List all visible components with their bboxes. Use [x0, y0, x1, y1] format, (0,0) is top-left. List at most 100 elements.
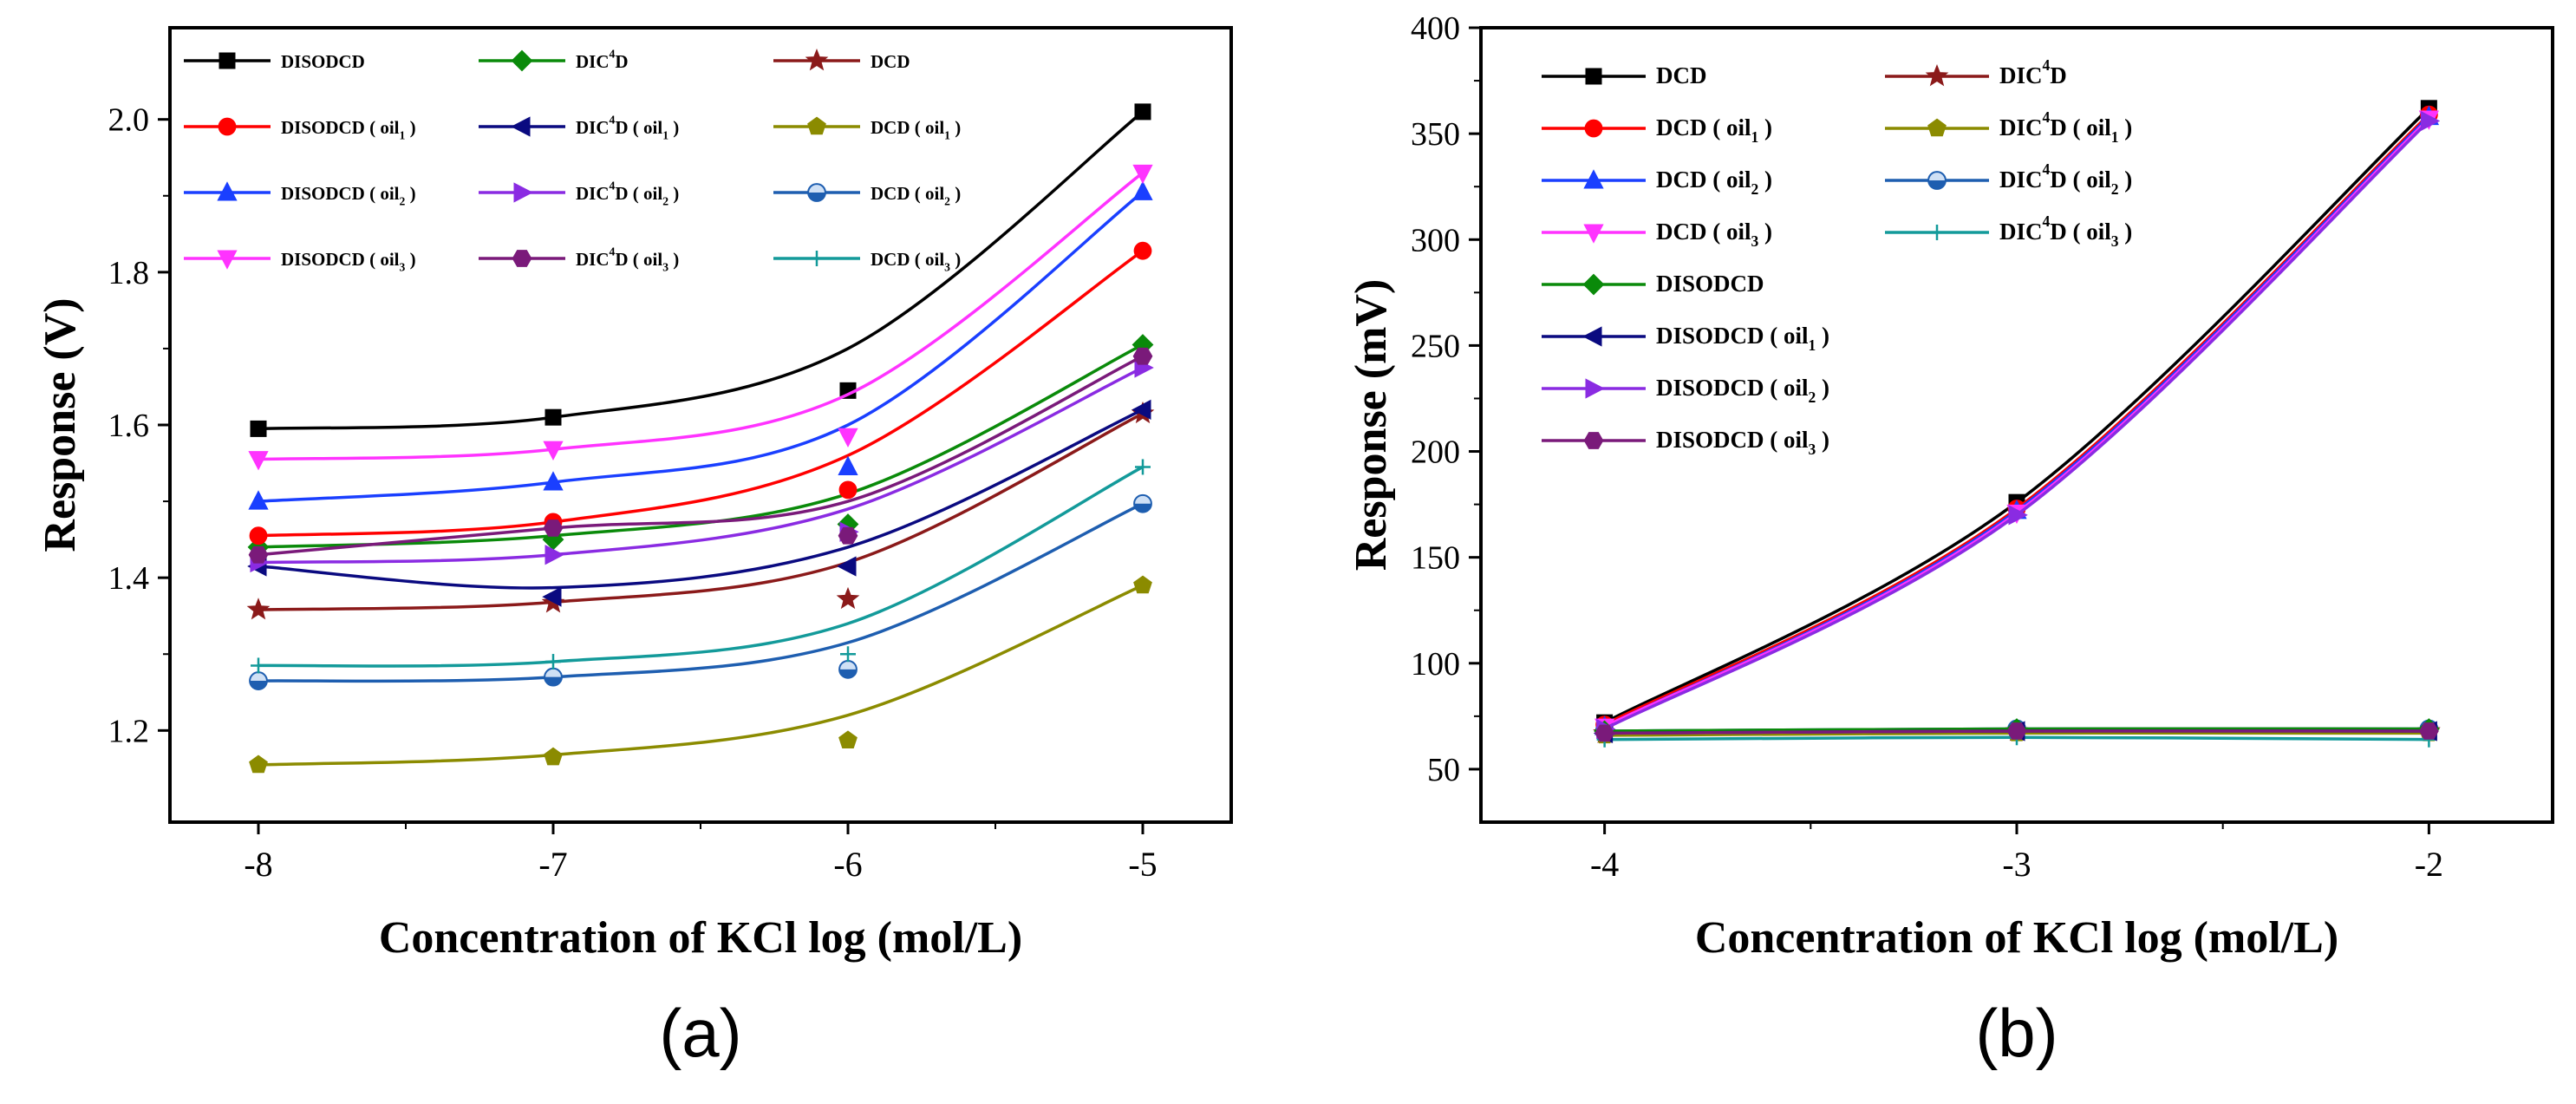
series-a-11: [251, 459, 1151, 674]
data-point-a-9-3: [1132, 164, 1153, 185]
data-point-a-9-1: [543, 441, 564, 461]
data-point-a-11-2: [840, 646, 856, 663]
y-tick-label: 2.0: [108, 102, 150, 139]
legend-entry-b-10: DISODCD ( oil2 ): [1542, 375, 1829, 406]
legend-swatch-marker: [1927, 171, 1947, 190]
series-b-10: [1596, 110, 2441, 740]
series-line-a-2: [258, 412, 1144, 611]
data-point-a-11-1: [545, 654, 561, 670]
series-line-b-0: [1603, 107, 2430, 724]
legend-swatch-marker: [807, 183, 826, 202]
x-tick-label: -2: [2415, 845, 2443, 884]
data-point-a-6-2: [838, 455, 858, 475]
legend-swatch-marker: [513, 182, 533, 203]
panel-label-a: (a): [659, 995, 741, 1071]
series-line-b-6: [1603, 117, 2430, 728]
legend-swatch-marker: [805, 49, 829, 71]
data-point-a-8-2: [838, 659, 858, 679]
legend-label: DIC4D: [1999, 56, 2067, 88]
data-point-b-10-1: [2008, 505, 2028, 526]
x-tick-label: -3: [2002, 845, 2031, 884]
series-line-a-8: [258, 502, 1144, 683]
legend-label: DISODCD: [281, 51, 365, 72]
data-point-b-11-0: [1595, 724, 1614, 742]
series-line-b-2: [1603, 113, 2430, 727]
panel-b-chart: -4 -3 -2 50 100 150 200 250 300 350 400 Concentrati…: [1347, 10, 2554, 1071]
legend-label: DISODCD ( oil3 ): [281, 249, 416, 273]
panel-label-b: (b): [1975, 995, 2058, 1071]
legend-label: DIC4D ( oil1 ): [576, 113, 679, 141]
data-point-a-5-3: [1133, 575, 1152, 594]
legend-label: DIC4D ( oil2 ): [576, 179, 679, 207]
legend-entry-a-11: DCD ( oil3 ): [773, 249, 961, 273]
data-point-a-8-0: [249, 671, 268, 690]
data-point-a-6-3: [1132, 180, 1153, 200]
series-line-a-0: [258, 110, 1145, 431]
legend-entry-b-9: DISODCD ( oil1 ): [1542, 323, 1829, 354]
legend-entry-b-11: DISODCD ( oil3 ): [1542, 427, 1829, 458]
legend-swatch-marker: [1583, 169, 1604, 189]
legend-label: DIC4D: [576, 47, 629, 72]
data-point-a-3-3: [1133, 241, 1152, 260]
data-point-a-10-3: [1132, 347, 1153, 365]
series-line-a-4: [258, 408, 1144, 590]
x-axis-title: Concentration of KCl log (mol/L): [1695, 913, 2338, 963]
legend-entry-a-4: DIC4D ( oil1 ): [479, 113, 679, 141]
legend-entry-a-9: DISODCD ( oil3 ): [184, 249, 416, 273]
legend-label: DCD: [871, 51, 910, 72]
data-point-a-5-0: [249, 755, 268, 774]
legend-label: DISODCD ( oil1 ): [1656, 323, 1829, 354]
legend-entry-a-7: DIC4D ( oil2 ): [479, 179, 679, 207]
legend-entry-b-5: DIC4D ( oil2 ): [1885, 160, 2132, 198]
data-point-a-4-3: [1131, 399, 1151, 421]
data-point-a-6-1: [543, 471, 564, 491]
series-a-9: [248, 164, 1153, 471]
series-line-a-11: [258, 465, 1144, 668]
legend-swatch-marker: [512, 250, 532, 267]
data-point-a-5-1: [544, 747, 563, 766]
data-point-a-4-2: [837, 556, 857, 577]
legend-swatch-marker: [1927, 118, 1947, 137]
legend-label: DIC4D ( oil1 ): [1999, 108, 2132, 146]
data-point-a-3-0: [249, 526, 268, 545]
legend-entry-a-8: DCD ( oil2 ): [773, 183, 961, 207]
series-a-6: [248, 180, 1153, 510]
legend-label: DIC4D ( oil3 ): [576, 245, 679, 273]
legend-label: DCD ( oil3 ): [871, 249, 961, 273]
legend-entry-b-0: DCD: [1542, 62, 1707, 88]
data-point-a-0-1: [545, 408, 562, 426]
data-point-a-0-3: [1134, 103, 1151, 121]
y-tick-label: 400: [1411, 10, 1460, 47]
data-point-a-9-0: [248, 451, 269, 471]
series-a-10: [248, 347, 1153, 564]
data-point-a-0-0: [250, 420, 267, 437]
legend-label: DIC4D ( oil3 ): [1999, 212, 2132, 250]
x-tick-label: -6: [833, 845, 862, 884]
series-line-a-3: [258, 249, 1144, 538]
series-line-a-9: [258, 171, 1145, 461]
legend-swatch-marker: [1582, 273, 1605, 296]
data-point-a-10-2: [838, 526, 858, 545]
x-tick-label: -5: [1128, 845, 1157, 884]
legend-swatch-marker: [511, 49, 533, 72]
legend-label: DISODCD ( oil3 ): [1656, 427, 1829, 458]
legend-entry-b-2: DCD ( oil1 ): [1542, 114, 1772, 146]
data-point-a-2-0: [246, 598, 271, 620]
legend-entry-a-2: DCD: [773, 49, 910, 72]
x-tick-label: -8: [244, 845, 272, 884]
series-b-0: [1596, 100, 2437, 731]
legend-label: DISODCD: [1656, 271, 1764, 297]
legend-swatch-marker: [1583, 224, 1604, 244]
legend-b: DCD DIC4D DCD ( oil1 ) DIC4D ( oil1 ) DCD ( …: [1542, 56, 2132, 458]
series-b-11: [1595, 722, 2439, 742]
legend-entry-b-6: DCD ( oil3 ): [1542, 219, 1772, 250]
y-tick-label: 100: [1411, 646, 1460, 683]
x-axis-title: Concentration of KCl log (mol/L): [379, 913, 1022, 963]
data-point-a-8-1: [544, 667, 563, 687]
legend-label: DISODCD ( oil1 ): [281, 117, 416, 141]
data-point-a-10-0: [248, 545, 269, 564]
data-point-a-4-1: [542, 586, 562, 607]
data-point-a-9-2: [838, 428, 858, 447]
legend-entry-a-6: DISODCD ( oil2 ): [184, 181, 416, 207]
